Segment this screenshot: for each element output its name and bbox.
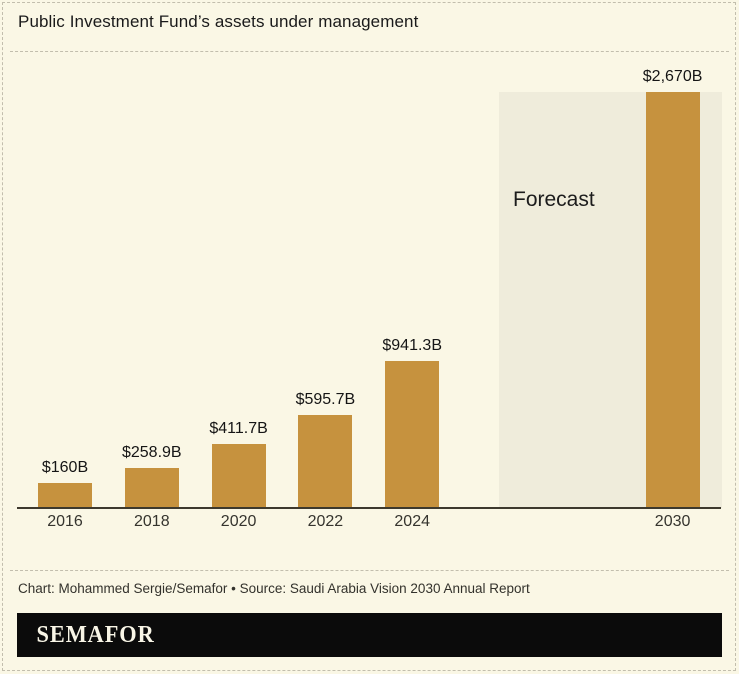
bar-2018	[124, 468, 179, 508]
bar-2024	[385, 361, 440, 508]
footer-divider	[10, 570, 729, 571]
semafor-logo-bar: SEMAFOR	[17, 613, 722, 657]
x-tick-2016: 2016	[47, 513, 83, 530]
bar-group-2020: $411.7B	[179, 0, 299, 508]
bar-chart: Forecast $160B $258.9B $411.7B $595.7B $…	[5, 0, 733, 530]
semafor-logo: SEMAFOR	[36, 621, 155, 648]
bar-value-label: $595.7B	[295, 391, 356, 408]
bar-group-2030: $2,670B	[613, 0, 733, 508]
bar-group-2022: $595.7B	[265, 0, 385, 508]
bar-value-label: $160B	[41, 459, 89, 476]
bar-value-label: $941.3B	[382, 337, 442, 354]
x-tick-2018: 2018	[134, 513, 170, 530]
x-axis-line	[17, 507, 721, 509]
x-tick-2022: 2022	[307, 513, 344, 530]
bar-value-label: $258.9B	[121, 444, 182, 461]
bar-group-2016: $160B	[5, 0, 125, 508]
bar-value-label: $2,670B	[642, 68, 703, 85]
bar-value-label: $411.7B	[209, 420, 268, 437]
bar-2022	[298, 415, 353, 508]
forecast-label: Forecast	[513, 188, 595, 211]
credit-line: Chart: Mohammed Sergie/Semafor • Source:…	[18, 581, 530, 596]
chart-title: Public Investment Fund’s assets under ma…	[18, 12, 419, 31]
x-tick-2024: 2024	[394, 513, 430, 530]
x-tick-2030: 2030	[654, 513, 691, 530]
bar-group-2024: $941.3B	[352, 0, 472, 508]
x-tick-2020: 2020	[220, 513, 257, 530]
bar-2030	[645, 92, 700, 508]
bar-group-2018: $258.9B	[92, 0, 212, 508]
bar-2016	[38, 483, 92, 508]
bar-2020	[211, 444, 266, 508]
title-divider	[10, 51, 729, 52]
